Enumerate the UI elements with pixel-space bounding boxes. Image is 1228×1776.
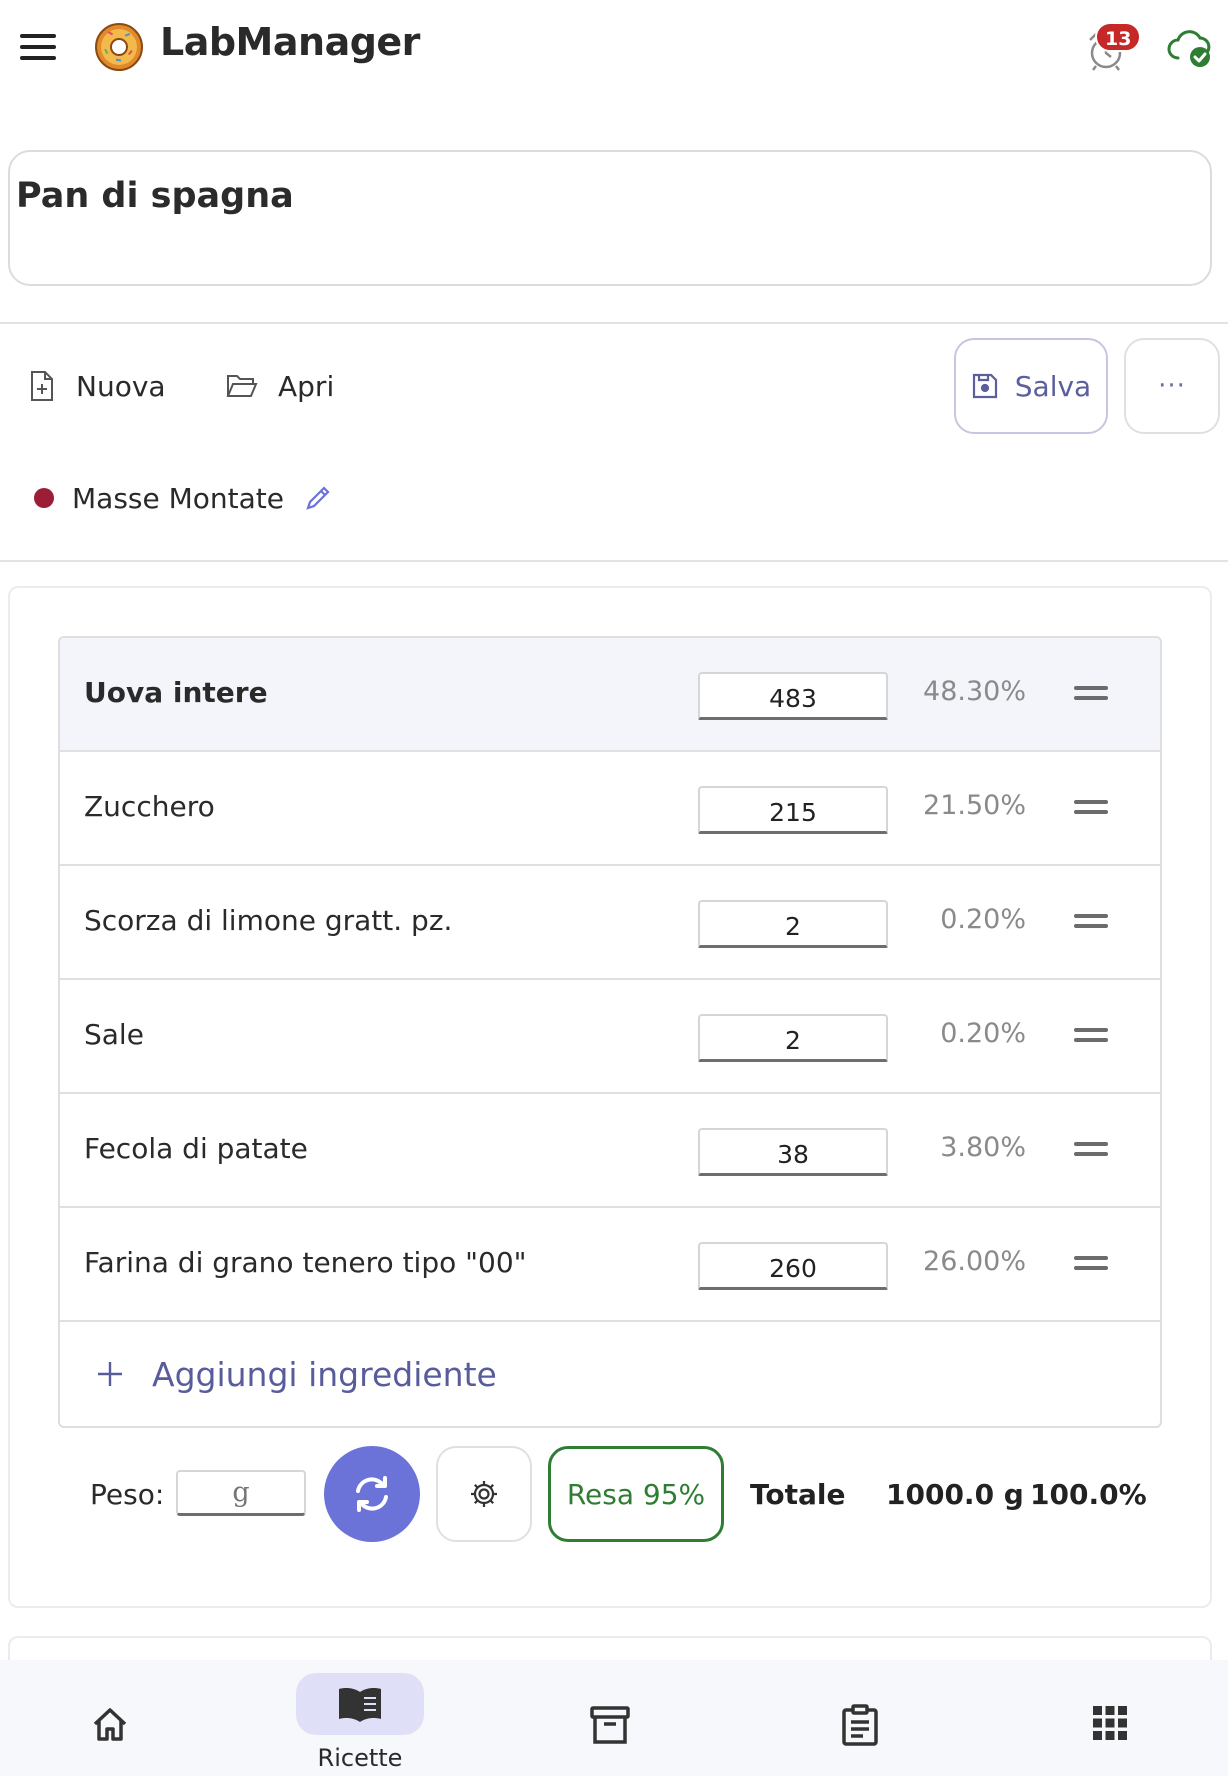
total-percentage: 100.0% xyxy=(1030,1478,1147,1511)
ingredient-row: Scorza di limone gratt. pz. 0.20% xyxy=(60,866,1160,980)
yield-label: Resa 95% xyxy=(566,1477,706,1511)
weight-label: Peso: xyxy=(90,1478,165,1511)
add-ingredient-button[interactable]: Aggiungi ingrediente xyxy=(60,1322,1160,1426)
ingredient-row: Farina di grano tenero tipo "00" 26.00% xyxy=(60,1208,1160,1322)
archive-icon xyxy=(590,1706,630,1744)
save-label: Salva xyxy=(1014,369,1092,403)
recalculate-button[interactable] xyxy=(324,1446,420,1542)
divider xyxy=(0,560,1228,562)
ingredient-quantity-input[interactable] xyxy=(698,900,888,948)
divider xyxy=(0,322,1228,324)
ingredient-percentage: 3.80% xyxy=(940,1132,1026,1163)
ingredient-table: Uova intere 48.30% Zucchero 21.50% Scorz… xyxy=(58,636,1162,1428)
settings-button[interactable] xyxy=(436,1446,532,1542)
drag-handle-icon[interactable] xyxy=(1072,1138,1112,1162)
drag-handle-icon[interactable] xyxy=(1072,1252,1112,1276)
ingredient-percentage: 0.20% xyxy=(940,904,1026,935)
ingredient-name[interactable]: Sale xyxy=(84,1018,144,1051)
ingredient-percentage: 21.50% xyxy=(923,790,1026,821)
category-label: Masse Montate xyxy=(72,481,284,515)
drag-handle-icon[interactable] xyxy=(1072,796,1112,820)
file-plus-icon xyxy=(31,371,53,401)
ingredient-row: Zucchero 21.50% xyxy=(60,752,1160,866)
ingredient-quantity-input[interactable] xyxy=(698,786,888,834)
ingredient-quantity-input[interactable] xyxy=(698,1014,888,1062)
ingredient-name[interactable]: Uova intere xyxy=(84,676,268,709)
recipe-title-field[interactable] xyxy=(8,150,1212,286)
app-title: LabManager xyxy=(160,20,420,64)
ingredient-name[interactable]: Scorza di limone gratt. pz. xyxy=(84,904,453,937)
more-options-icon: ··· xyxy=(1158,371,1186,401)
add-ingredient-label: Aggiungi ingrediente xyxy=(152,1354,497,1394)
nav-item-archive[interactable] xyxy=(530,1660,690,1776)
refresh-icon xyxy=(356,1476,388,1512)
edit-pencil-icon[interactable] xyxy=(304,484,332,512)
nav-item-home[interactable] xyxy=(30,1660,190,1776)
nav-item-clipboard[interactable] xyxy=(780,1660,940,1776)
total-weight: 1000.0 g xyxy=(886,1478,1024,1511)
ingredient-row: Uova intere 48.30% xyxy=(60,638,1160,752)
weight-input[interactable] xyxy=(176,1470,306,1516)
ingredient-quantity-input[interactable] xyxy=(698,1128,888,1176)
folder-open-icon xyxy=(226,375,258,397)
ingredient-row: Fecola di patate 3.80% xyxy=(60,1094,1160,1208)
recipe-title-input[interactable] xyxy=(16,172,1196,220)
book-icon xyxy=(339,1688,381,1722)
ingredient-name[interactable]: Farina di grano tenero tipo "00" xyxy=(84,1246,527,1279)
apps-grid-icon xyxy=(1093,1706,1127,1740)
home-icon xyxy=(93,1708,127,1741)
category-selector[interactable]: Masse Montate xyxy=(34,478,332,518)
drag-handle-icon[interactable] xyxy=(1072,910,1112,934)
yield-button[interactable]: Resa 95% xyxy=(548,1446,724,1542)
ingredient-row: Sale 0.20% xyxy=(60,980,1160,1094)
ingredient-percentage: 48.30% xyxy=(923,676,1026,707)
notification-badge: 13 xyxy=(1095,22,1142,52)
open-recipe-button[interactable]: Apri xyxy=(226,360,334,412)
ingredient-percentage: 0.20% xyxy=(940,1018,1026,1049)
more-options-button[interactable]: ··· xyxy=(1124,338,1220,434)
save-icon xyxy=(972,373,997,399)
ingredient-percentage: 26.00% xyxy=(923,1246,1026,1277)
new-recipe-button[interactable]: Nuova xyxy=(28,360,166,412)
total-label: Totale xyxy=(750,1478,846,1511)
new-recipe-label: Nuova xyxy=(76,369,166,403)
save-button[interactable]: Salva xyxy=(954,338,1108,434)
cloud-check-icon[interactable] xyxy=(1166,24,1214,72)
drag-handle-icon[interactable] xyxy=(1072,682,1112,706)
drag-handle-icon[interactable] xyxy=(1072,1024,1112,1048)
plus-icon xyxy=(98,1362,122,1386)
nav-item-apps[interactable] xyxy=(1030,1660,1190,1776)
open-recipe-label: Apri xyxy=(278,369,335,403)
ingredient-name[interactable]: Fecola di patate xyxy=(84,1132,308,1165)
category-color-dot xyxy=(34,488,54,508)
clipboard-icon xyxy=(842,1704,878,1746)
nav-label-recipes: Ricette xyxy=(317,1744,403,1772)
gear-icon xyxy=(471,1481,497,1507)
ingredient-name[interactable]: Zucchero xyxy=(84,790,215,823)
bottom-navigation: Ricette xyxy=(0,1660,1228,1776)
menu-icon[interactable] xyxy=(18,30,62,64)
top-app-bar: LabManager 13 xyxy=(0,0,1228,96)
ingredient-quantity-input[interactable] xyxy=(698,1242,888,1290)
ingredient-quantity-input[interactable] xyxy=(698,672,888,720)
donut-logo xyxy=(94,22,144,72)
